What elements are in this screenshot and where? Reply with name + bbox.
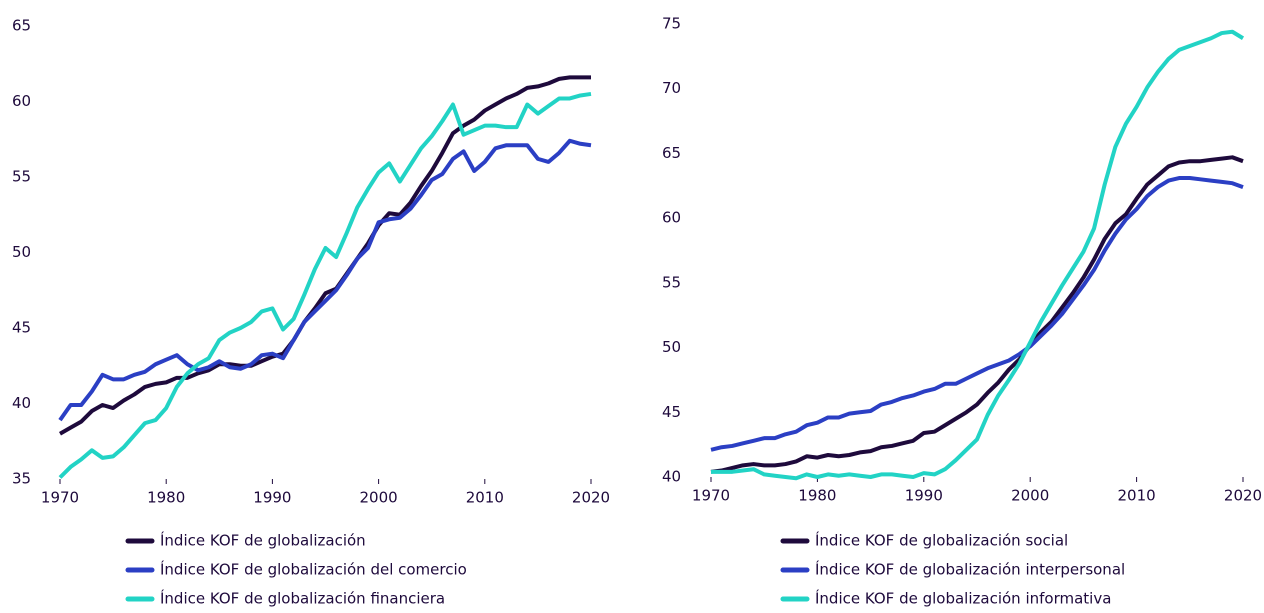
y-tick-label: 55 <box>662 273 681 291</box>
x-tick-label: 1970 <box>41 489 79 507</box>
y-tick-label: 60 <box>12 92 31 110</box>
series-line <box>58 91 592 479</box>
legend-label: Índice KOF de globalización informativa <box>815 589 1111 608</box>
x-tick-label: 2000 <box>1011 487 1049 505</box>
y-tick-label: 75 <box>662 15 681 33</box>
x-tick-label: 1970 <box>692 487 730 505</box>
y-tick-label: 65 <box>12 17 31 35</box>
y-tick-label: 50 <box>12 243 31 261</box>
y-tick-label: 65 <box>662 144 681 162</box>
legend-label: Índice KOF de globalización interpersona… <box>815 560 1125 579</box>
y-tick-label: 70 <box>662 79 681 97</box>
series-line <box>58 138 592 422</box>
x-tick-label: 1990 <box>905 487 943 505</box>
x-tick-label: 2000 <box>360 489 398 507</box>
series-line <box>710 155 1244 474</box>
x-tick-label: 2010 <box>1118 487 1156 505</box>
y-tick-label: 45 <box>662 403 681 421</box>
legend-label: Índice KOF de globalización financiera <box>160 589 445 608</box>
series-line <box>59 75 591 436</box>
x-tick-label: 2010 <box>466 489 504 507</box>
y-tick-label: 45 <box>12 319 31 337</box>
series-line <box>711 29 1245 481</box>
series-line <box>710 176 1244 452</box>
x-tick-label: 1980 <box>798 487 836 505</box>
y-tick-label: 55 <box>12 168 31 186</box>
x-tick-label: 2020 <box>1224 487 1262 505</box>
y-tick-label: 35 <box>12 470 31 488</box>
legend-label: Índice KOF de globalización social <box>815 531 1068 550</box>
y-tick-label: 60 <box>662 209 681 227</box>
y-tick-label: 40 <box>662 468 681 486</box>
legend-label: Índice KOF de globalización <box>160 531 366 550</box>
y-tick-label: 50 <box>662 338 681 356</box>
x-tick-label: 1990 <box>253 489 291 507</box>
legend-label: Índice KOF de globalización del comercio <box>160 560 467 579</box>
y-tick-label: 40 <box>12 394 31 412</box>
x-tick-label: 1980 <box>147 489 185 507</box>
x-tick-label: 2020 <box>572 489 610 507</box>
